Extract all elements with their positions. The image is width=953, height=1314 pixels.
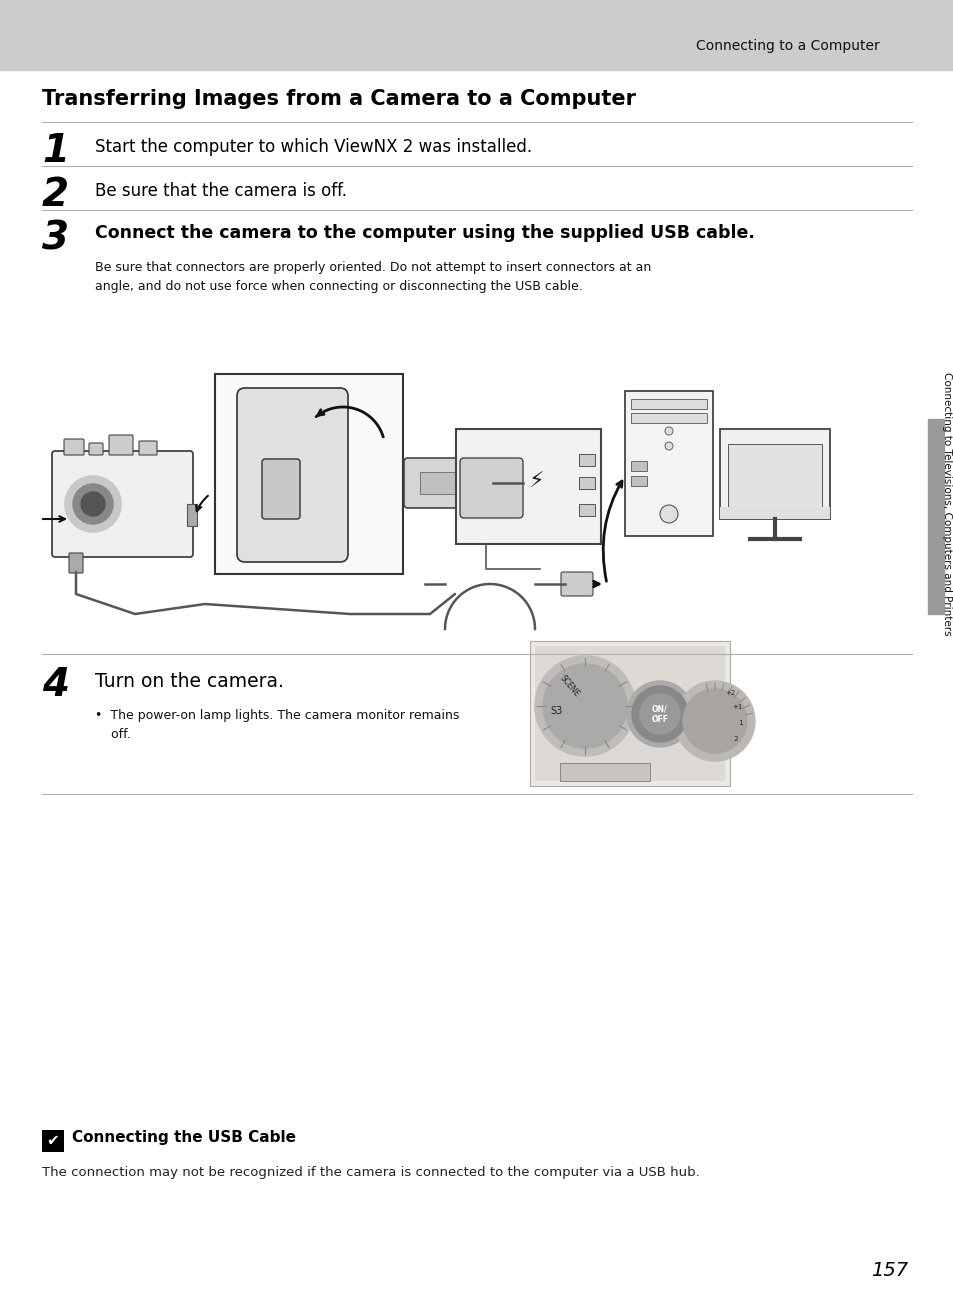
Circle shape <box>664 427 672 435</box>
FancyBboxPatch shape <box>69 553 83 573</box>
Circle shape <box>675 681 754 761</box>
Circle shape <box>542 664 626 748</box>
Bar <box>456 428 600 544</box>
Circle shape <box>73 484 112 524</box>
FancyBboxPatch shape <box>187 505 196 526</box>
Circle shape <box>639 694 679 735</box>
FancyBboxPatch shape <box>403 459 497 509</box>
Text: 2: 2 <box>731 736 738 742</box>
Text: Connecting the USB Cable: Connecting the USB Cable <box>71 1130 295 1144</box>
Circle shape <box>626 681 692 746</box>
Circle shape <box>535 656 635 756</box>
Bar <box>578 455 595 466</box>
Bar <box>727 444 821 509</box>
Text: +1: +1 <box>731 704 741 710</box>
FancyBboxPatch shape <box>109 435 132 455</box>
Bar <box>42 1130 64 1152</box>
Circle shape <box>65 476 121 532</box>
Circle shape <box>664 442 672 449</box>
Bar <box>0 0 953 70</box>
Text: 2: 2 <box>42 176 69 214</box>
Bar <box>530 641 729 786</box>
Bar <box>927 419 943 614</box>
Text: Connecting to Televisions, Computers and Printers: Connecting to Televisions, Computers and… <box>941 372 951 636</box>
Bar <box>720 507 829 519</box>
Bar <box>267 464 294 514</box>
Text: 3: 3 <box>42 219 69 258</box>
Text: 4: 4 <box>42 666 69 704</box>
Text: Transferring Images from a Camera to a Computer: Transferring Images from a Camera to a C… <box>42 89 636 109</box>
Text: Connect the camera to the computer using the supplied USB cable.: Connect the camera to the computer using… <box>95 223 754 242</box>
Bar <box>578 477 595 489</box>
Text: Be sure that the camera is off.: Be sure that the camera is off. <box>95 183 347 200</box>
Bar <box>559 763 649 781</box>
FancyBboxPatch shape <box>459 459 522 518</box>
Text: 157: 157 <box>870 1261 907 1280</box>
Text: SCENE: SCENE <box>558 674 581 699</box>
Text: •  The power-on lamp lights. The camera monitor remains
    off.: • The power-on lamp lights. The camera m… <box>95 710 459 741</box>
FancyBboxPatch shape <box>52 451 193 557</box>
FancyBboxPatch shape <box>89 443 103 455</box>
Bar <box>624 392 712 536</box>
FancyBboxPatch shape <box>560 572 593 597</box>
Circle shape <box>659 505 678 523</box>
Text: OFF: OFF <box>651 715 668 724</box>
Text: +2: +2 <box>724 690 735 696</box>
Bar <box>214 374 402 574</box>
Bar <box>630 399 706 409</box>
Circle shape <box>631 686 687 742</box>
FancyBboxPatch shape <box>64 439 84 455</box>
Text: Turn on the camera.: Turn on the camera. <box>95 671 284 691</box>
Circle shape <box>81 491 105 516</box>
Text: 1: 1 <box>736 720 742 727</box>
Text: 1: 1 <box>42 131 69 170</box>
Text: S3: S3 <box>550 706 562 716</box>
Bar <box>630 461 646 470</box>
FancyBboxPatch shape <box>236 388 348 562</box>
Bar <box>720 428 829 519</box>
Text: ✔: ✔ <box>47 1134 59 1148</box>
Bar <box>630 413 706 423</box>
Text: Connecting to a Computer: Connecting to a Computer <box>696 39 879 53</box>
Text: Be sure that connectors are properly oriented. Do not attempt to insert connecto: Be sure that connectors are properly ori… <box>95 261 651 293</box>
FancyBboxPatch shape <box>262 459 299 519</box>
Bar <box>578 505 595 516</box>
Bar <box>535 646 724 781</box>
Bar <box>419 472 480 494</box>
Bar <box>630 476 646 486</box>
Text: The connection may not be recognized if the camera is connected to the computer : The connection may not be recognized if … <box>42 1166 699 1179</box>
FancyBboxPatch shape <box>139 442 157 455</box>
Text: ON/: ON/ <box>652 704 667 714</box>
Circle shape <box>682 689 746 753</box>
Text: Start the computer to which ViewNX 2 was installed.: Start the computer to which ViewNX 2 was… <box>95 138 532 156</box>
Text: ⚡: ⚡ <box>528 472 543 491</box>
